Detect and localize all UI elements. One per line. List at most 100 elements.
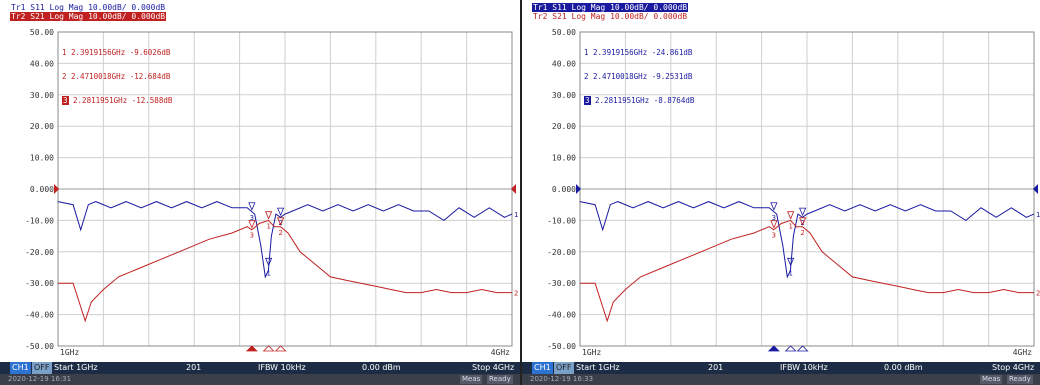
ifbw[interactable]: IFBW 10kHz bbox=[780, 363, 828, 372]
channel-button[interactable]: CH1 bbox=[10, 362, 31, 374]
points-count[interactable]: 201 bbox=[708, 363, 724, 372]
trace2-header[interactable]: Tr2 S21 Log Mag 10.00dB/ 0.000dB bbox=[532, 12, 688, 21]
stop-freq[interactable]: Stop 4GHz bbox=[472, 363, 515, 372]
trace1-header[interactable]: Tr1 S11 Log Mag 10.00dB/ 0.000dB bbox=[532, 3, 689, 12]
marker-position-indicator bbox=[262, 345, 275, 352]
marker-table: 1 2.3919156GHz -24.861dB 2 2.4710018GHz … bbox=[584, 33, 694, 121]
plot-area[interactable]: 50.00 40.00 30.00 20.00 10.00 0.000 -10.00 -20.… bbox=[522, 0, 1040, 362]
y-tick-label: -30.00 bbox=[547, 279, 576, 288]
marker-position-indicator bbox=[245, 345, 258, 352]
marker-triangle bbox=[770, 220, 778, 229]
marker-triangle bbox=[277, 217, 285, 226]
marker-triangle bbox=[265, 211, 273, 220]
meas-button[interactable]: Meas bbox=[980, 375, 1003, 384]
marker-number: 2 bbox=[801, 219, 805, 227]
power-level[interactable]: 0.00 dBm bbox=[362, 363, 401, 372]
y-tick-label: 20.00 bbox=[552, 122, 576, 131]
y-tick-label: 30.00 bbox=[30, 91, 54, 100]
vna-panel-right: 50.00 40.00 30.00 20.00 10.00 0.000 -10.00 -20.… bbox=[520, 0, 1040, 385]
start-freq[interactable]: Start 1GHz bbox=[54, 363, 98, 372]
trace-s21 bbox=[580, 219, 1034, 323]
marker-position-indicator bbox=[767, 345, 780, 352]
trace2-header[interactable]: Tr2 S21 Log Mag 10.00dB/ 0.000dB bbox=[10, 12, 167, 21]
marker-row-1[interactable]: 1 2.3919156GHz -9.6026dB bbox=[62, 48, 171, 57]
y-tick-label: 40.00 bbox=[30, 59, 54, 68]
y-tick-label: 30.00 bbox=[552, 91, 576, 100]
y-tick-label: 10.00 bbox=[552, 154, 576, 163]
marker-triangle bbox=[770, 202, 778, 211]
marker-row-2[interactable]: 2 2.4710018GHz -12.684dB bbox=[62, 72, 171, 81]
x-tick-label: 4GHz bbox=[1013, 348, 1032, 357]
marker-number: 3 bbox=[250, 214, 254, 222]
status-bar: CH1 OFF Start 1GHz 201 IFBW 10kHz 0.00 d… bbox=[522, 362, 1040, 374]
y-tick-label: -20.00 bbox=[547, 248, 576, 257]
ready-indicator: Ready bbox=[1007, 375, 1033, 384]
marker-position-indicator bbox=[796, 345, 809, 352]
trace-s11 bbox=[579, 201, 1035, 279]
marker-position-indicator bbox=[274, 345, 287, 352]
marker-triangle bbox=[799, 207, 807, 217]
y-tick-label: 50.00 bbox=[30, 28, 54, 37]
y-tick-label: -40.00 bbox=[547, 311, 576, 320]
power-level[interactable]: 0.00 dBm bbox=[884, 363, 923, 372]
marker-table: 1 2.3919156GHz -9.6026dB 2 2.4710018GHz … bbox=[62, 33, 172, 121]
y-tick-label: 50.00 bbox=[552, 28, 576, 37]
marker-number: 3 bbox=[250, 232, 254, 240]
x-tick-label: 4GHz bbox=[491, 348, 510, 357]
tr1-label: Tr1 S11 Log Mag 10.00dB/ 0.000dB bbox=[532, 3, 689, 12]
trace1-header[interactable]: Tr1 S11 Log Mag 10.00dB/ 0.000dB bbox=[10, 3, 166, 12]
y-tick-label: -50.00 bbox=[25, 342, 54, 351]
points-count[interactable]: 201 bbox=[186, 363, 202, 372]
marker-number: 1 bbox=[267, 269, 271, 277]
marker-triangle bbox=[799, 217, 807, 226]
y-tick-label: -20.00 bbox=[25, 248, 54, 257]
y-tick-label: 0.000 bbox=[552, 185, 576, 194]
off-button[interactable]: OFF bbox=[32, 362, 52, 374]
marker-row-3[interactable]: 3 2.2811951GHz -12.588dB bbox=[62, 96, 173, 105]
marker-number: 2 bbox=[279, 219, 283, 227]
off-button[interactable]: OFF bbox=[554, 362, 574, 374]
y-tick-label: -10.00 bbox=[25, 216, 54, 225]
plot-area[interactable]: 50.00 40.00 30.00 20.00 10.00 0.000 -10.00 -20.… bbox=[0, 0, 520, 362]
trace-end-label: 2 bbox=[514, 290, 518, 298]
y-tick-label: 20.00 bbox=[30, 122, 54, 131]
marker-number: 2 bbox=[801, 229, 805, 237]
stop-freq[interactable]: Stop 4GHz bbox=[992, 363, 1035, 372]
y-tick-label: -30.00 bbox=[25, 279, 54, 288]
timestamp: 2020-12-19 16:31 bbox=[8, 375, 72, 383]
x-tick-label: 1GHz bbox=[582, 348, 601, 357]
status-bar: CH1 OFF Start 1GHz 201 IFBW 10kHz 0.00 d… bbox=[0, 362, 520, 374]
marker-number: 3 bbox=[772, 214, 776, 222]
y-tick-label: -50.00 bbox=[547, 342, 576, 351]
y-tick-label: -10.00 bbox=[547, 216, 576, 225]
trace-s21 bbox=[58, 219, 512, 323]
marker-number: 1 bbox=[789, 269, 793, 277]
marker-number: 1 bbox=[267, 223, 271, 231]
trace-end-label: 1 bbox=[1036, 211, 1040, 219]
ready-indicator: Ready bbox=[487, 375, 513, 384]
system-bar: 2020-12-19 16:33 Meas Ready bbox=[522, 374, 1040, 385]
tr2-label: Tr2 S21 Log Mag 10.00dB/ 0.000dB bbox=[533, 12, 688, 21]
marker-triangle bbox=[787, 257, 795, 267]
ref-level-marker-left bbox=[54, 184, 59, 194]
channel-button[interactable]: CH1 bbox=[532, 362, 553, 374]
marker-triangle bbox=[277, 207, 285, 217]
vna-panel-left: 50.00 40.00 30.00 20.00 10.00 0.000 -10.00 -20.… bbox=[0, 0, 520, 385]
meas-button[interactable]: Meas bbox=[460, 375, 483, 384]
marker-position-indicator bbox=[784, 345, 797, 352]
y-tick-label: -40.00 bbox=[25, 311, 54, 320]
system-bar: 2020-12-19 16:31 Meas Ready bbox=[0, 374, 520, 385]
marker-number: 2 bbox=[279, 229, 283, 237]
marker-triangle bbox=[248, 202, 256, 211]
start-freq[interactable]: Start 1GHz bbox=[576, 363, 620, 372]
marker-row-2[interactable]: 2 2.4710018GHz -9.2531dB bbox=[584, 72, 693, 81]
marker-row-1[interactable]: 1 2.3919156GHz -24.861dB bbox=[584, 48, 693, 57]
marker-number: 3 bbox=[772, 232, 776, 240]
ifbw[interactable]: IFBW 10kHz bbox=[258, 363, 306, 372]
ref-level-marker-left bbox=[576, 184, 581, 194]
marker-triangle bbox=[265, 257, 273, 267]
x-tick-label: 1GHz bbox=[60, 348, 79, 357]
marker-row-3[interactable]: 3 2.2811951GHz -8.8764dB bbox=[584, 96, 695, 105]
tr1-label: Tr1 S11 Log Mag 10.00dB/ 0.000dB bbox=[11, 3, 166, 12]
ref-level-marker-right bbox=[511, 184, 516, 194]
